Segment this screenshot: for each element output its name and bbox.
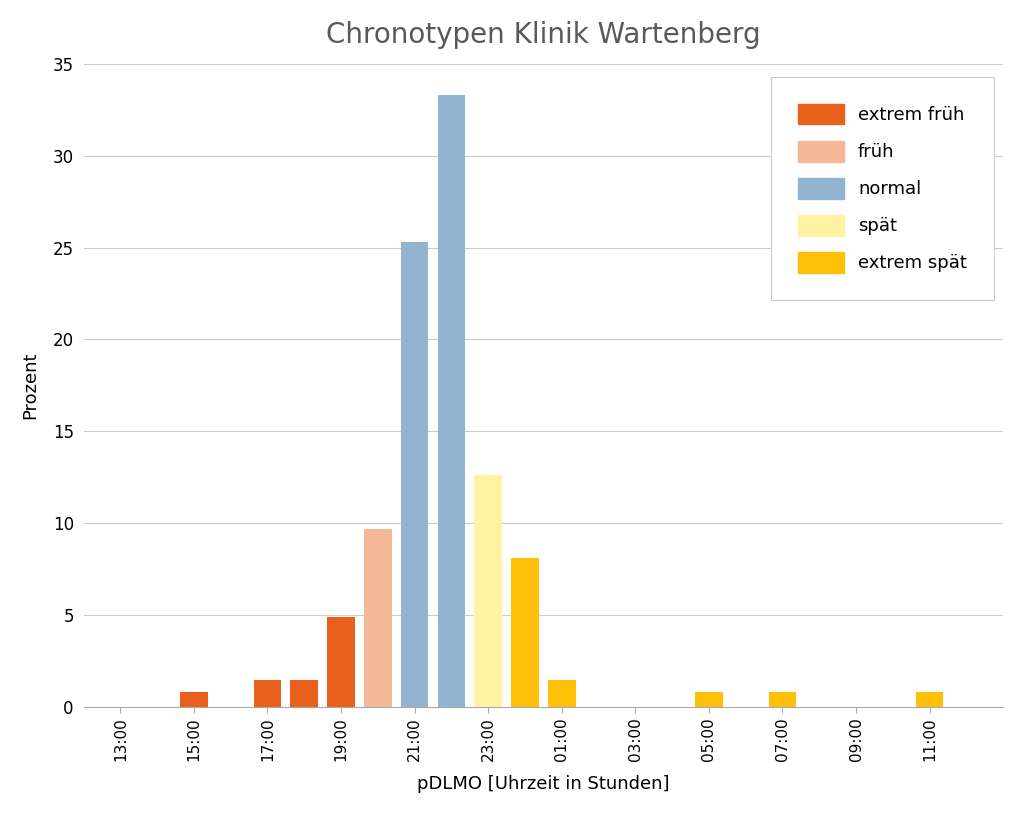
Bar [400,242,428,707]
Bar [548,680,575,707]
Bar [180,693,208,707]
Bar [695,693,723,707]
Bar [328,617,355,707]
Legend: extrem früh, früh, normal, spät, extrem spät: extrem früh, früh, normal, spät, extrem … [780,85,985,291]
Title: Chronotypen Klinik Wartenberg: Chronotypen Klinik Wartenberg [326,21,761,49]
Bar [915,693,943,707]
X-axis label: pDLMO [Uhrzeit in Stunden]: pDLMO [Uhrzeit in Stunden] [417,775,670,793]
Bar [511,558,539,707]
Bar [437,95,465,707]
Bar [291,680,318,707]
Bar [769,693,797,707]
Bar [474,475,502,707]
Bar [254,680,282,707]
Y-axis label: Prozent: Prozent [20,352,39,419]
Bar [365,529,391,707]
